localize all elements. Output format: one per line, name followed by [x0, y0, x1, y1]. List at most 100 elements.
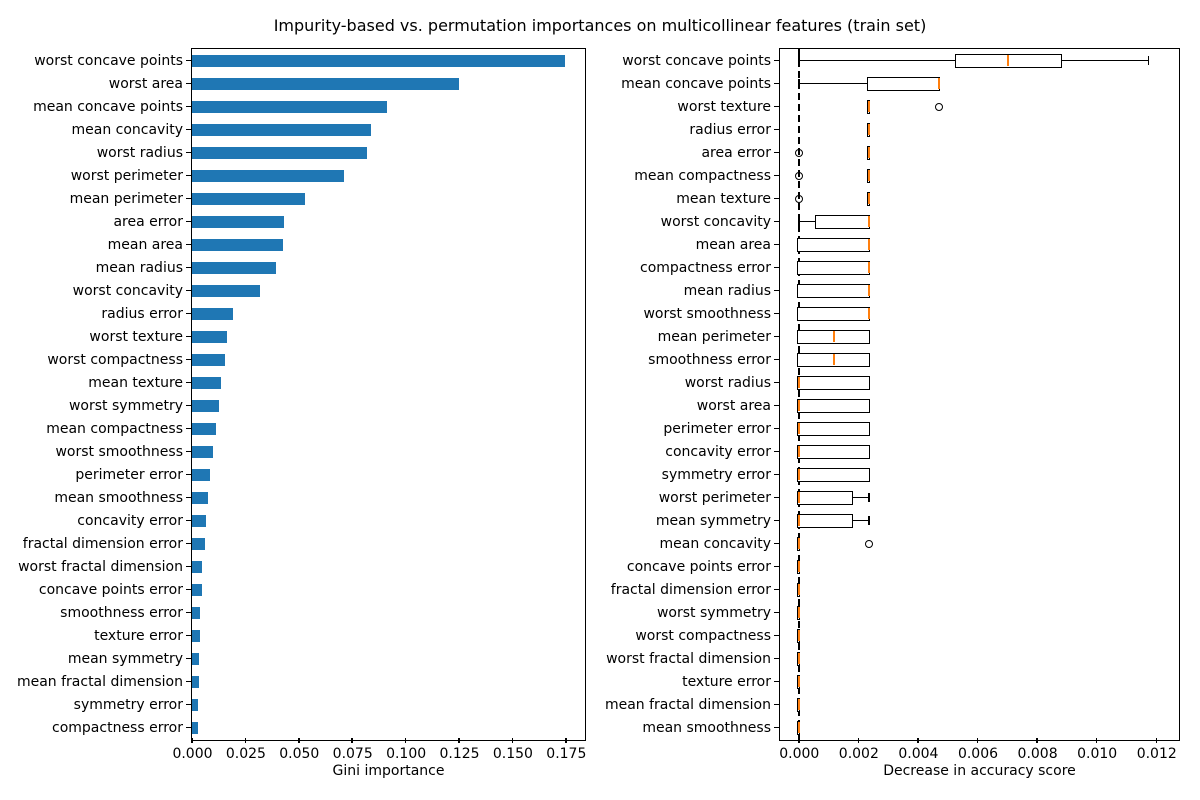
y-tick-mark	[185, 266, 191, 269]
y-tick-label: area error	[701, 145, 771, 161]
y-tick-mark	[773, 312, 779, 315]
importance-bar	[192, 445, 213, 458]
y-tick-label: fractal dimension error	[610, 582, 771, 598]
importance-bar	[192, 146, 367, 159]
y-tick-mark	[185, 404, 191, 407]
importance-bar	[192, 560, 203, 573]
median-line	[867, 147, 870, 158]
y-tick-label: mean fractal dimension	[604, 697, 771, 713]
median-line	[867, 308, 870, 319]
importance-bar	[192, 192, 306, 205]
y-tick-mark	[773, 289, 779, 292]
y-tick-mark	[185, 151, 191, 154]
y-tick-label: symmetry error	[73, 697, 183, 713]
y-tick-label: compactness error	[640, 260, 771, 276]
median-line	[867, 216, 870, 227]
importance-bar	[192, 652, 199, 665]
x-tick-label: 0.002	[838, 746, 879, 762]
median-line	[797, 377, 800, 388]
iqr-box	[797, 237, 871, 252]
accuracy-decrease-axis-label: Decrease in accuracy score	[883, 763, 1076, 779]
x-tick-mark	[917, 737, 919, 743]
y-tick-label: texture error	[682, 674, 771, 690]
y-tick-mark	[185, 381, 191, 384]
x-tick-label: 0.050	[279, 746, 320, 762]
y-tick-mark	[773, 82, 779, 85]
x-tick-label: 0.025	[225, 746, 266, 762]
median-line	[797, 607, 800, 618]
y-tick-mark	[185, 335, 191, 338]
y-tick-mark	[773, 634, 779, 637]
y-tick-mark	[773, 611, 779, 614]
y-tick-label: worst radius	[96, 145, 183, 161]
whisker-high	[1060, 59, 1149, 62]
x-tick-label: 0.150	[492, 746, 533, 762]
median-line	[797, 469, 800, 480]
iqr-box	[797, 260, 871, 275]
median-line	[867, 239, 870, 250]
y-tick-mark	[773, 266, 779, 269]
y-tick-mark	[773, 565, 779, 568]
importance-bar	[192, 353, 225, 366]
x-tick-mark	[1095, 737, 1098, 743]
whisker-low	[798, 59, 957, 62]
y-tick-label: mean concave points	[33, 99, 183, 115]
y-tick-mark	[773, 473, 779, 476]
importance-bar	[192, 100, 387, 113]
y-tick-mark	[185, 680, 191, 683]
y-tick-label: mean concavity	[71, 122, 183, 138]
y-tick-mark	[773, 427, 779, 430]
y-tick-label: compactness error	[52, 720, 183, 736]
y-tick-mark	[773, 726, 779, 729]
y-tick-label: worst perimeter	[658, 490, 771, 506]
median-line	[797, 538, 800, 549]
y-tick-mark	[185, 542, 191, 545]
importance-bar	[192, 583, 202, 596]
y-tick-mark	[185, 174, 191, 177]
importance-bar	[192, 468, 210, 481]
median-line	[867, 285, 870, 296]
outlier-marker	[934, 102, 943, 111]
median-line	[867, 193, 870, 204]
y-tick-mark	[185, 473, 191, 476]
iqr-box	[797, 398, 871, 413]
y-tick-label: mean radius	[95, 260, 183, 276]
gini-importance-axes	[185, 48, 586, 743]
y-tick-mark	[185, 634, 191, 637]
median-line	[797, 722, 800, 733]
x-tick-mark	[1036, 737, 1038, 743]
y-tick-mark	[185, 358, 191, 361]
y-tick-label: mean symmetry	[67, 651, 183, 667]
y-tick-label: mean smoothness	[54, 490, 183, 506]
y-tick-label: radius error	[101, 306, 183, 322]
y-tick-label: mean compactness	[634, 168, 771, 184]
y-tick-mark	[773, 657, 779, 660]
x-tick-mark	[351, 737, 353, 743]
x-tick-mark	[857, 737, 860, 743]
importance-bar	[192, 330, 227, 343]
x-tick-label: 0.000	[779, 746, 820, 762]
x-tick-label: 0.006	[957, 746, 999, 762]
median-line	[832, 354, 835, 365]
y-tick-label: smoothness error	[60, 605, 183, 621]
importance-bar	[192, 215, 285, 228]
median-line	[867, 101, 870, 112]
x-tick-mark	[244, 737, 247, 743]
y-tick-label: worst concavity	[660, 214, 771, 230]
y-tick-mark	[185, 243, 191, 246]
y-tick-label: fractal dimension error	[22, 536, 183, 552]
iqr-box	[797, 283, 871, 298]
x-tick-label: 0.125	[439, 746, 480, 762]
y-tick-mark	[773, 358, 779, 361]
y-tick-mark	[185, 427, 191, 430]
y-tick-label: worst compactness	[635, 628, 771, 644]
x-tick-label: 0.008	[1017, 746, 1058, 762]
y-tick-mark	[773, 519, 779, 522]
x-tick-label: 0.000	[172, 746, 213, 762]
y-tick-mark	[185, 726, 191, 729]
y-tick-label: worst smoothness	[643, 306, 771, 322]
y-tick-mark	[185, 496, 191, 499]
x-tick-mark	[565, 737, 567, 743]
median-line	[797, 446, 800, 457]
x-tick-mark	[191, 737, 193, 743]
